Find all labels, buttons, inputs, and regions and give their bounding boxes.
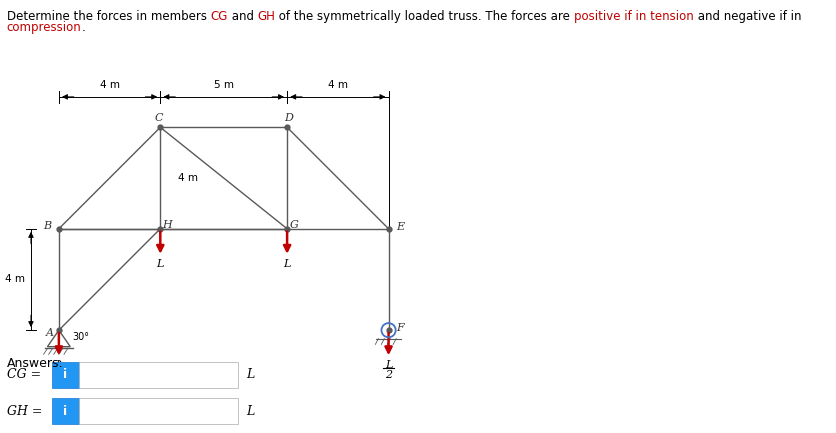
Text: CG: CG <box>210 10 227 23</box>
FancyBboxPatch shape <box>79 398 237 424</box>
Text: 4 m: 4 m <box>99 80 120 90</box>
Text: GH: GH <box>257 10 275 23</box>
Text: B: B <box>43 221 52 231</box>
Text: 4 m: 4 m <box>178 173 198 183</box>
Text: 30°: 30° <box>73 332 89 342</box>
Text: and negative if in: and negative if in <box>693 10 800 23</box>
Text: C: C <box>155 113 163 123</box>
Text: 4 m: 4 m <box>328 80 348 90</box>
Text: positive if in tension: positive if in tension <box>573 10 693 23</box>
Text: 4 m: 4 m <box>5 275 24 284</box>
Text: L: L <box>283 259 290 269</box>
Text: L: L <box>156 259 164 269</box>
Text: of the symmetrically loaded truss. The forces are: of the symmetrically loaded truss. The f… <box>275 10 573 23</box>
Text: L: L <box>55 360 63 370</box>
Text: F: F <box>395 323 403 333</box>
Text: E: E <box>395 223 404 233</box>
Text: i: i <box>64 405 67 418</box>
Text: G: G <box>289 220 298 230</box>
Text: L: L <box>246 405 254 418</box>
FancyBboxPatch shape <box>79 362 237 388</box>
Text: compression: compression <box>7 21 81 34</box>
Text: i: i <box>64 368 67 381</box>
Text: GH =: GH = <box>7 405 42 418</box>
Text: .: . <box>81 21 85 34</box>
Text: D: D <box>283 113 293 123</box>
Text: Determine the forces in members: Determine the forces in members <box>7 10 210 23</box>
Text: H: H <box>162 220 172 230</box>
Text: and: and <box>227 10 257 23</box>
Text: CG =: CG = <box>7 368 41 381</box>
Text: 5 m: 5 m <box>213 80 233 90</box>
FancyBboxPatch shape <box>52 362 79 388</box>
FancyBboxPatch shape <box>52 398 79 424</box>
Text: L: L <box>385 360 392 370</box>
Text: L: L <box>246 368 254 381</box>
Text: 2: 2 <box>385 369 391 379</box>
Text: Answers:: Answers: <box>7 357 64 370</box>
Text: 2: 2 <box>55 369 63 379</box>
Text: A: A <box>46 328 54 338</box>
